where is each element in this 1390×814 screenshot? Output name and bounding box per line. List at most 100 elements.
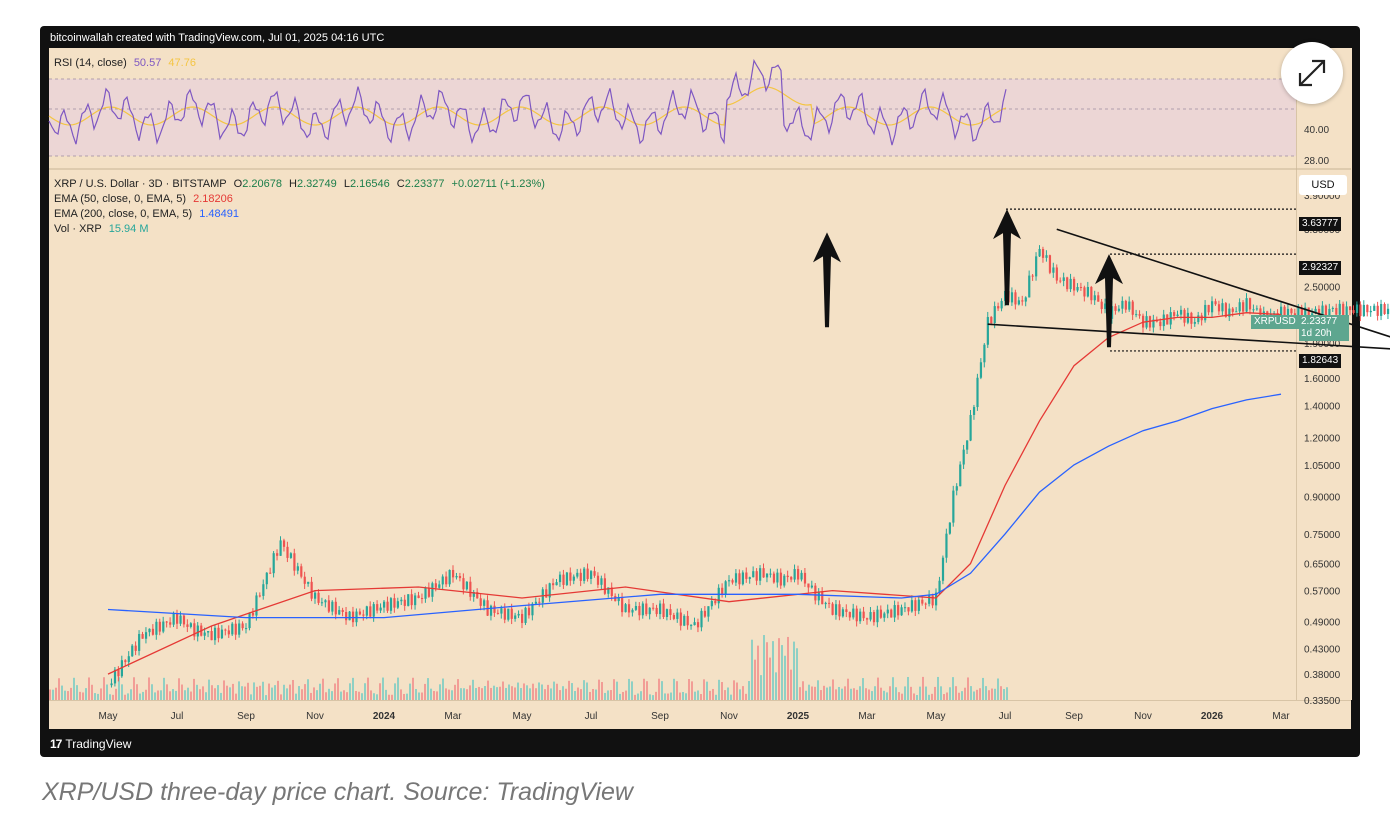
candle-body [300, 566, 303, 577]
price-tick-label: 1.20000 [1304, 433, 1341, 444]
candle-body [1176, 314, 1179, 317]
candle-body [455, 576, 458, 578]
candle-body [417, 595, 420, 599]
candle-body [1179, 309, 1183, 315]
price-axis[interactable] [1296, 48, 1352, 700]
volume-bar [1003, 689, 1005, 700]
candle-body [355, 611, 358, 623]
volume-bar [430, 688, 432, 700]
candle-body [458, 576, 462, 579]
candle-body [517, 613, 520, 616]
candle-body [990, 317, 993, 324]
candle-body [1014, 292, 1017, 305]
high-label: H [289, 178, 297, 190]
volume-bar [715, 694, 717, 700]
candle-body [610, 587, 613, 596]
candle-body [379, 607, 382, 611]
candle-body [241, 623, 244, 629]
candle-body [886, 609, 889, 614]
candle-body [696, 622, 700, 628]
volume-bar [757, 645, 759, 700]
candle-body [1031, 275, 1034, 277]
volume-bar [850, 688, 852, 700]
candle-body [1214, 301, 1217, 305]
ema200-legend: EMA (200, close, 0, EMA, 5) 1.48491 [54, 208, 243, 220]
chart-plot-area[interactable] [49, 48, 1296, 700]
volume-bar [901, 693, 903, 700]
price-tick-label: 0.65000 [1304, 560, 1341, 571]
candle-body [1100, 301, 1103, 310]
candle-body [993, 306, 996, 324]
volume-bar [862, 678, 864, 700]
volume-bar [217, 685, 219, 700]
volume-bar [304, 684, 306, 700]
volume-bar [328, 688, 330, 700]
currency-button[interactable]: USD [1299, 175, 1347, 195]
candle-body [251, 612, 255, 616]
volume-bar [103, 677, 105, 700]
volume-bar [490, 687, 492, 700]
volume-bar [652, 695, 654, 700]
candle-body [900, 607, 903, 616]
volume-bar [295, 693, 297, 700]
candle-body [1328, 308, 1331, 316]
candle-body [286, 546, 289, 558]
volume-bar [454, 684, 456, 700]
candle-body [807, 583, 810, 588]
candle-body [445, 576, 448, 585]
volume-bar [883, 690, 885, 700]
volume-bar [76, 685, 78, 700]
candle-body [400, 599, 403, 602]
volume-bar [673, 678, 675, 700]
volume-bar [745, 693, 747, 700]
volume-bar [337, 678, 339, 700]
expand-button[interactable] [1281, 42, 1343, 104]
volume-bar [67, 691, 69, 700]
candle-body [645, 603, 648, 615]
candle-body [945, 533, 948, 558]
candle-body [141, 633, 144, 639]
volume-bar [256, 686, 258, 700]
volume-bar [169, 691, 171, 700]
candle-body [410, 594, 413, 606]
candle-body [1231, 308, 1234, 312]
volume-bar [835, 689, 837, 700]
open-label: O [233, 178, 243, 190]
volume-bar [514, 687, 516, 700]
volume-bar [766, 642, 768, 700]
candle-body [841, 609, 845, 617]
time-axis[interactable] [49, 700, 1351, 729]
volume-bar [739, 689, 741, 700]
candle-body [1138, 314, 1141, 316]
candle-body [396, 601, 399, 608]
volume-bar [211, 685, 213, 700]
tradingview-logo[interactable]: 17 TradingView [50, 737, 131, 751]
candle-body [124, 660, 127, 663]
candle-body [234, 623, 237, 635]
candle-body [824, 602, 827, 605]
candle-body [676, 612, 679, 619]
candle-body [941, 557, 945, 581]
candle-body [1193, 322, 1196, 324]
candle-body [779, 572, 782, 586]
candle-body [845, 609, 848, 613]
candle-body [972, 407, 976, 415]
volume-bar [190, 691, 192, 700]
triangle-trendline [1056, 228, 1390, 338]
volume-bar [637, 693, 639, 700]
volume-bar [556, 683, 558, 700]
candle-body [1086, 286, 1089, 297]
volume-bar [100, 688, 102, 700]
candle-body [196, 625, 199, 637]
candle-body [1190, 312, 1193, 324]
volume-bar [85, 688, 87, 700]
candle-body [1259, 308, 1262, 321]
volume-bar [967, 677, 969, 700]
volume-bar [265, 695, 267, 700]
volume-bar [625, 690, 627, 700]
candle-body [258, 595, 261, 597]
candle-body [1366, 304, 1369, 313]
candle-body [848, 612, 851, 618]
candle-body [393, 598, 396, 608]
candle-body [151, 628, 155, 635]
